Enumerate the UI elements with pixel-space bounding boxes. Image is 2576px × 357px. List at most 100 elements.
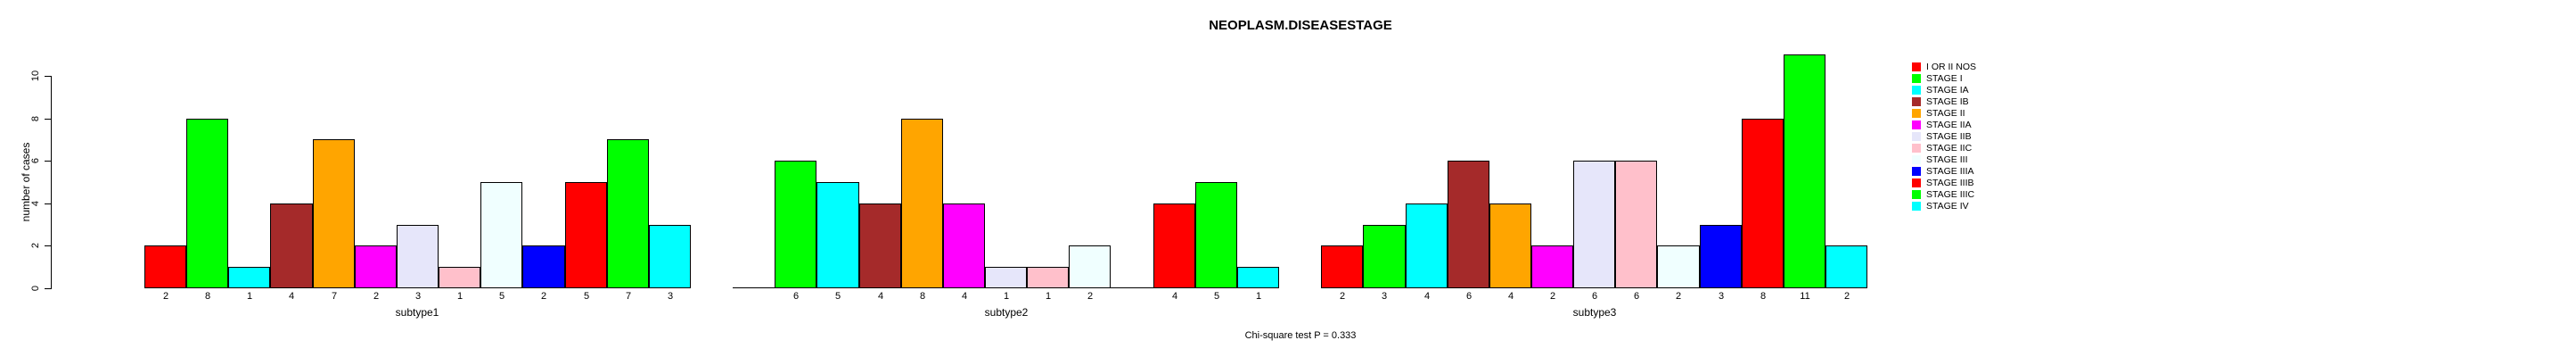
y-tick-label: 8 [30,115,41,122]
bar-value-label: 1 [1255,291,1262,302]
bar-value-label: 5 [498,291,505,302]
legend-swatch [1912,62,1921,71]
legend-label: STAGE IB [1926,95,1969,107]
bar-value-label: 4 [1423,291,1431,302]
legend-label: STAGE II [1926,107,1965,119]
bar-value-label: 4 [1507,291,1514,302]
y-axis-line [51,76,52,289]
bar [1448,161,1489,288]
legend-label: I OR II NOS [1926,61,1977,72]
y-tick-label: 2 [30,242,41,249]
legend-swatch [1912,108,1921,118]
bar-value-label: 3 [1381,291,1388,302]
bar [1489,203,1531,288]
bar [1531,245,1573,288]
legend-label: STAGE IIB [1926,130,1972,142]
bar [270,203,313,288]
bar [228,267,270,288]
bar-value-label: 4 [877,291,884,302]
bar [186,119,228,288]
bar [522,245,565,288]
legend-item: STAGE IIA [1912,119,1972,130]
bar-value-label: 2 [373,291,380,302]
y-tick [45,245,51,246]
bar-value-label: 5 [583,291,590,302]
legend-item: STAGE IIB [1912,130,1972,142]
bar-value-label: 3 [414,291,422,302]
bar [1784,54,1825,288]
bar-value-label: 2 [162,291,169,302]
bar [1153,203,1195,288]
legend-swatch [1912,189,1921,199]
legend-item: STAGE IB [1912,95,1969,107]
bar-value-label: 2 [540,291,547,302]
bar-value-label: 6 [1591,291,1598,302]
bar [1069,245,1111,288]
legend-swatch [1912,178,1921,187]
bar-value-label: 5 [1213,291,1220,302]
legend-item: STAGE II [1912,107,1965,119]
legend-swatch [1912,201,1921,211]
y-tick [45,203,51,204]
legend-item: STAGE IIIB [1912,177,1973,188]
bar-value-label: 6 [792,291,800,302]
bar [480,182,522,288]
bar-value-label: 8 [204,291,211,302]
bar [901,119,943,288]
bar-value-label: 2 [1087,291,1094,302]
group-label: subtype1 [395,306,439,319]
bar [439,267,480,288]
y-tick [45,161,51,162]
bar-value-label: 2 [1675,291,1682,302]
bar [565,182,607,288]
bar [649,225,691,288]
bar-value-label: 1 [456,291,464,302]
bar-value-label: 2 [1339,291,1346,302]
bar-value-label: 7 [331,291,338,302]
bar [1657,245,1700,288]
bar-value-label: 6 [1633,291,1640,302]
legend-swatch [1912,143,1921,153]
bar [1573,161,1615,288]
bar-value-label: 4 [288,291,295,302]
legend-item: STAGE III [1912,154,1967,165]
bar-value-label: 11 [1800,291,1810,302]
legend-swatch [1912,166,1921,176]
chi-square-note: Chi-square test P = 0.333 [1244,330,1357,341]
zero-height-bar [1111,287,1153,288]
bar-value-label: 3 [667,291,674,302]
bar-value-label: 2 [1843,291,1850,302]
legend-swatch [1912,154,1921,164]
chart-title: NEOPLASM.DISEASESTAGE [1209,18,1392,33]
legend-label: STAGE I [1926,72,1963,84]
bar [355,245,397,288]
bar [1321,245,1363,288]
legend-swatch [1912,85,1921,95]
legend-label: STAGE IV [1926,200,1969,212]
bar [1363,225,1406,288]
bar [1406,203,1448,288]
bar [1027,267,1069,288]
bar-value-label: 5 [834,291,841,302]
legend-item: STAGE IIIA [1912,165,1973,177]
bar-value-label: 1 [246,291,253,302]
bar-value-label: 4 [961,291,968,302]
bar [1195,182,1237,288]
legend-item: I OR II NOS [1912,61,1976,72]
bar-value-label: 6 [1465,291,1473,302]
bar [816,182,859,288]
group-label: subtype3 [1572,306,1617,319]
bar [1700,225,1742,288]
legend-swatch [1912,96,1921,106]
bar [859,203,901,288]
legend-label: STAGE IIA [1926,119,1972,130]
bar [607,139,649,288]
bar-value-label: 4 [1171,291,1178,302]
y-axis-title: number of cases [20,142,32,222]
legend-item: STAGE IIIC [1912,188,1974,200]
legend-item: STAGE IIC [1912,142,1972,154]
bar-value-label: 8 [1760,291,1767,302]
legend-label: STAGE IA [1926,84,1969,95]
group-label: subtype2 [984,306,1029,319]
